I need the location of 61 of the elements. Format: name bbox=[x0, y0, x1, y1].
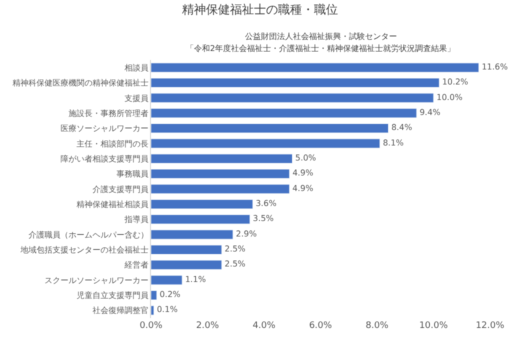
bar bbox=[151, 199, 253, 209]
y-tick-label: 介護支援専門員 bbox=[92, 184, 148, 194]
bar bbox=[151, 78, 440, 88]
x-tick-label: 10.0% bbox=[419, 321, 448, 331]
data-label: 3.5% bbox=[252, 213, 274, 224]
data-label: 8.4% bbox=[391, 122, 412, 132]
data-label: 4.9% bbox=[292, 182, 314, 193]
y-tick-label: 指導員 bbox=[123, 215, 148, 224]
y-tick-label: 障がい者相談支援専門員 bbox=[60, 154, 148, 164]
bar bbox=[151, 275, 182, 285]
data-label: 9.4% bbox=[420, 106, 441, 117]
bar bbox=[151, 184, 290, 194]
bar bbox=[151, 214, 250, 224]
data-label: 10.0% bbox=[436, 92, 463, 102]
y-tick-label: 地域包括支援センターの社会福祉士 bbox=[19, 246, 148, 255]
bar bbox=[151, 306, 154, 316]
bar bbox=[151, 123, 389, 134]
y-tick-label: 経営者 bbox=[123, 260, 148, 270]
bar bbox=[151, 244, 222, 255]
bar bbox=[151, 93, 434, 103]
bar bbox=[151, 290, 157, 300]
y-tick-label: 精神保健福祉相談員 bbox=[76, 200, 148, 209]
data-label: 0.2% bbox=[160, 289, 181, 300]
y-tick-label: 介護職員（ホームヘルパー含む） bbox=[28, 230, 148, 240]
y-tick-label: スクールソーシャルワーカー bbox=[44, 276, 148, 285]
data-label: 4.9% bbox=[292, 168, 314, 178]
data-label: 2.5% bbox=[224, 258, 246, 269]
data-label: 1.1% bbox=[185, 274, 206, 284]
data-label: 8.1% bbox=[382, 137, 404, 148]
y-tick-label: 児童自立支援専門員 bbox=[76, 291, 148, 300]
y-tick-label: 支援員 bbox=[124, 94, 148, 103]
y-tick-label: 医療ソーシャルワーカー bbox=[60, 124, 148, 134]
bar bbox=[151, 169, 290, 179]
chart-subtitle: 公益財団法人社会福祉振興・試験センター bbox=[245, 32, 397, 41]
x-tick-label: 2.0% bbox=[196, 321, 220, 331]
bar bbox=[151, 138, 380, 148]
data-label: 0.1% bbox=[156, 304, 178, 314]
data-label: 2.5% bbox=[224, 244, 246, 254]
data-label: 5.0% bbox=[295, 152, 316, 162]
data-label: 3.6% bbox=[256, 198, 277, 208]
data-label: 11.6% bbox=[482, 61, 508, 72]
bar bbox=[151, 108, 417, 118]
x-tick-label: 4.0% bbox=[252, 321, 276, 331]
y-tick-label: 精神科保健医療機関の精神保健福祉士 bbox=[12, 78, 148, 88]
y-tick-label: 施設長・事務所管理者 bbox=[68, 108, 148, 118]
y-tick-label: 主任・相談部門の長 bbox=[76, 139, 148, 148]
y-tick-label: 相談員 bbox=[124, 63, 148, 72]
chart-title: 精神保健福祉士の職種・職位 bbox=[182, 2, 338, 17]
data-label: 2.9% bbox=[236, 228, 257, 238]
x-tick-label: 8.0% bbox=[366, 321, 389, 331]
data-label: 10.2% bbox=[442, 76, 468, 87]
text: 「令和2年度社会福祉士・介護福祉士・精神保健福祉士就労状況調査結果」 bbox=[186, 44, 456, 53]
y-tick-label: 事務職員 bbox=[116, 170, 148, 179]
x-tick-label: 6.0% bbox=[309, 321, 332, 331]
x-tick-label: 12.0% bbox=[476, 321, 505, 331]
bar bbox=[151, 260, 222, 270]
x-tick-label: 0.0% bbox=[140, 321, 163, 331]
bar bbox=[151, 154, 292, 164]
bar bbox=[151, 62, 479, 72]
y-tick-label: 社会復帰調整官 bbox=[92, 306, 148, 316]
bar bbox=[151, 230, 234, 240]
